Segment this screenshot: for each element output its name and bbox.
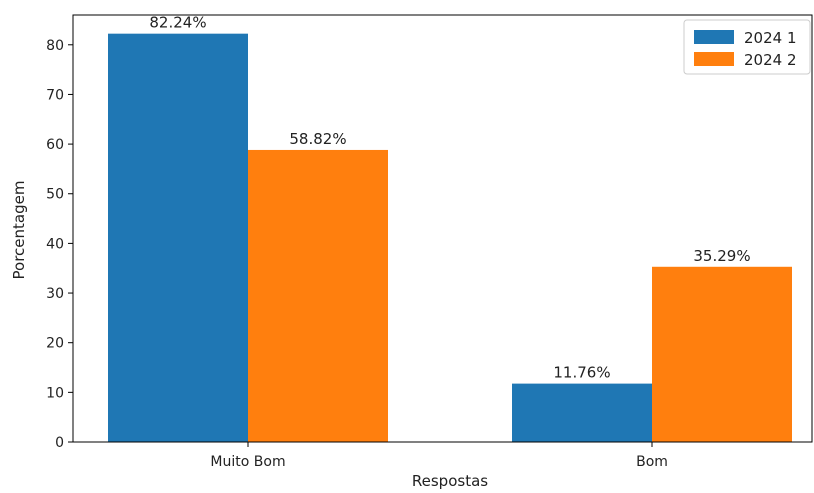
y-tick-label: 80 — [46, 38, 64, 54]
x-axis-title: Respostas — [412, 472, 488, 489]
legend: 2024 1 2024 2 — [683, 19, 811, 75]
y-tick-label: 70 — [46, 87, 64, 103]
x-tick-label: Muito Bom — [210, 454, 285, 470]
bar-value-label: 82.24% — [149, 14, 206, 32]
bar-value-label: 35.29% — [693, 247, 750, 265]
y-tick-label: 50 — [46, 187, 64, 203]
x-tick-label: Bom — [636, 454, 668, 470]
y-tick-label: 60 — [46, 137, 64, 153]
y-axis-title: Porcentagem — [10, 181, 28, 280]
y-tick-label: 30 — [46, 286, 64, 302]
y-tick-label: 40 — [46, 236, 64, 252]
bar — [652, 266, 792, 442]
legend-swatch — [694, 30, 734, 44]
data-labels-group: 82.24% 58.82% 11.76% 35.29% — [149, 14, 750, 382]
bar — [512, 383, 652, 442]
bar-value-label: 11.76% — [553, 364, 610, 382]
bar — [108, 33, 248, 443]
legend-label: 2024 1 — [744, 29, 797, 47]
bar — [248, 149, 388, 443]
y-tick-label: 20 — [46, 336, 64, 352]
bars-group — [108, 33, 792, 443]
y-tick-label: 0 — [55, 435, 64, 451]
y-tick-label: 10 — [46, 385, 64, 401]
legend-swatch — [694, 52, 734, 66]
bar-value-label: 58.82% — [289, 130, 346, 148]
axes-group: Porcentagem Respostas 0 10 20 30 40 50 60 70 80 M… — [10, 38, 812, 490]
legend-label: 2024 2 — [744, 51, 797, 69]
